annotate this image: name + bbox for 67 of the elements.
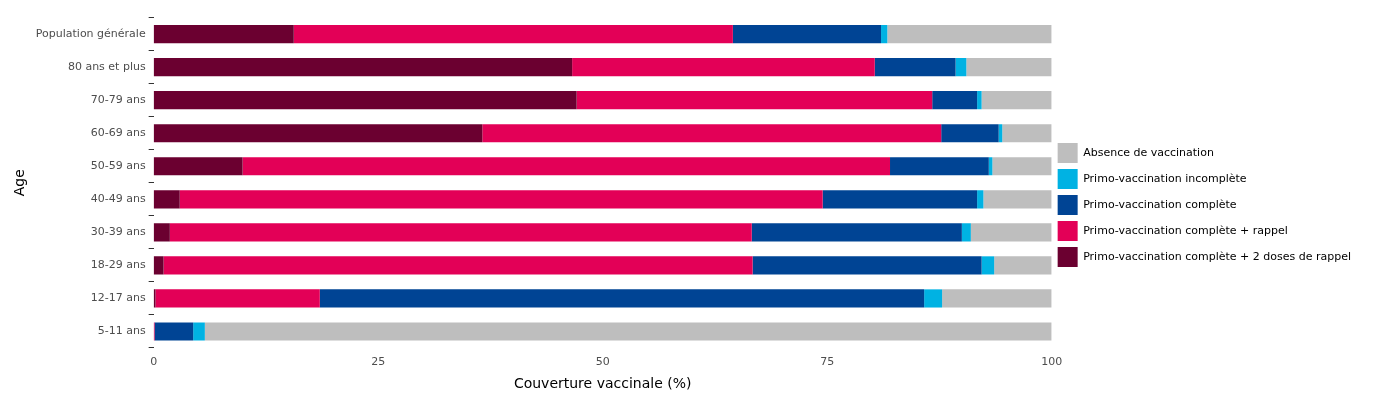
- y-tick-label: 18-29 ans: [90, 258, 146, 272]
- bar: [981, 256, 995, 275]
- bar: [977, 190, 984, 209]
- bar: [153, 91, 577, 110]
- bar: [153, 124, 483, 143]
- bar: [732, 25, 882, 44]
- bar: [154, 322, 194, 341]
- legend-label: Primo-vaccination complète + 2 doses de rappel: [1083, 249, 1352, 263]
- y-tick-label: 30-39 ans: [90, 225, 146, 239]
- bar: [153, 157, 243, 176]
- bar: [992, 157, 1052, 176]
- bar: [153, 223, 170, 242]
- bar: [155, 289, 320, 308]
- legend-label: Absence de vaccination: [1083, 145, 1214, 159]
- bar: [179, 190, 823, 209]
- bar: [932, 91, 978, 110]
- x-tick-label: 50: [595, 355, 610, 369]
- x-tick-label: 75: [820, 355, 835, 369]
- bar: [942, 289, 1052, 308]
- bar: [1002, 124, 1052, 143]
- bar: [955, 58, 967, 77]
- bar: [193, 322, 205, 341]
- legend-label: Primo-vaccination complète + rappel: [1083, 223, 1288, 237]
- bar: [576, 91, 933, 110]
- bar: [966, 58, 1052, 77]
- bar: [751, 223, 962, 242]
- bar: [752, 256, 982, 275]
- bar: [874, 58, 956, 77]
- bar: [153, 58, 573, 77]
- bar: [887, 25, 1052, 44]
- y-tick-label: 50-59 ans: [90, 159, 146, 173]
- bar: [153, 190, 180, 209]
- bar: [981, 91, 1052, 110]
- y-tick-label: 80 ans et plus: [67, 60, 146, 74]
- x-axis-title: Couverture vaccinale (%): [513, 375, 692, 392]
- y-tick-label: 70-79 ans: [90, 93, 146, 107]
- bar: [293, 25, 733, 44]
- y-axis-title: Age: [11, 169, 28, 197]
- bar: [890, 157, 989, 176]
- y-tick-label: 12-17 ans: [90, 291, 146, 305]
- bar: [482, 124, 942, 143]
- x-tick-label: 100: [1041, 355, 1063, 369]
- bar: [163, 256, 753, 275]
- bar: [983, 190, 1052, 209]
- bar: [941, 124, 999, 143]
- bar: [994, 256, 1052, 275]
- bar: [822, 190, 978, 209]
- y-tick-label: 40-49 ans: [90, 192, 146, 206]
- legend-label: Primo-vaccination incomplète: [1083, 171, 1247, 185]
- bar: [169, 223, 752, 242]
- y-tick-label: Population générale: [35, 26, 146, 40]
- x-tick-label: 25: [371, 355, 386, 369]
- x-tick-label: 0: [150, 355, 158, 369]
- bar: [961, 223, 971, 242]
- bar: [153, 256, 164, 275]
- bar: [153, 25, 294, 44]
- y-tick-label: 60-69 ans: [90, 126, 146, 140]
- bar: [924, 289, 943, 308]
- y-tick-label: 5-11 ans: [97, 324, 146, 338]
- bar: [881, 25, 888, 44]
- bar: [572, 58, 875, 77]
- bar: [319, 289, 925, 308]
- legend-label: Primo-vaccination complète: [1083, 197, 1237, 211]
- bar: [977, 91, 982, 110]
- bar: [242, 157, 891, 176]
- bar: [970, 223, 1052, 242]
- bar: [204, 322, 1052, 341]
